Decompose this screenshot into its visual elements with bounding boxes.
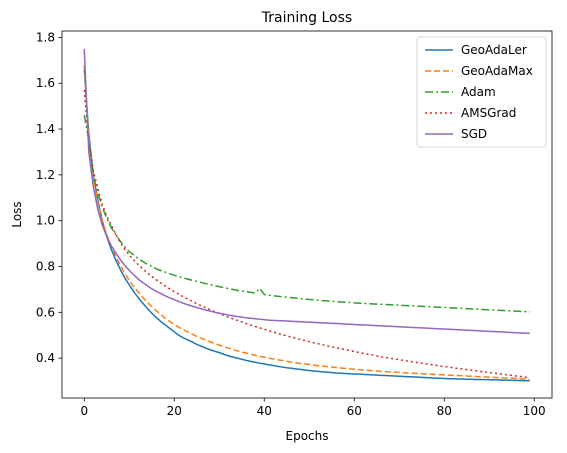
y-tick-label: 1.0 xyxy=(36,214,55,228)
y-axis-ticks: 0.4 0.6 0.8 1.0 1.2 1.4 1.6 1.8 xyxy=(36,30,62,365)
series-layer xyxy=(83,48,530,382)
y-tick-label: 1.8 xyxy=(36,30,55,44)
x-tick-label: 20 xyxy=(167,404,182,418)
series-line-amsgrad xyxy=(83,90,530,379)
series-line-geoadamax xyxy=(83,64,530,380)
legend-label-geoadaler: GeoAdaLer xyxy=(461,43,527,57)
legend-label-adam: Adam xyxy=(461,85,496,99)
x-tick-label: 80 xyxy=(437,404,452,418)
legend-label-amsgrad: AMSGrad xyxy=(461,106,516,120)
legend-label-sgd: SGD xyxy=(461,127,487,141)
y-tick-label: 0.6 xyxy=(36,305,55,319)
legend-box xyxy=(416,36,547,148)
series-line-adam xyxy=(83,115,530,313)
legend-label-geoadamax: GeoAdaMax xyxy=(461,64,533,78)
y-tick-label: 0.8 xyxy=(36,260,55,274)
y-tick-label: 1.4 xyxy=(36,122,55,136)
x-tick-label: 100 xyxy=(523,404,546,418)
chart-title: Training Loss xyxy=(261,10,352,26)
series-line-geoadaler xyxy=(83,69,530,382)
y-axis-label: Loss xyxy=(10,201,24,227)
legend: GeoAdaLer GeoAdaMax Adam AMSGrad SGD xyxy=(416,36,547,148)
y-tick-label: 1.2 xyxy=(36,168,55,182)
x-axis-label: Epochs xyxy=(286,429,329,443)
plot-frame xyxy=(61,30,553,399)
y-tick-label: 1.6 xyxy=(36,76,55,90)
x-tick-label: 0 xyxy=(80,404,88,418)
series-line-sgd xyxy=(83,48,530,335)
y-tick-label: 0.4 xyxy=(36,351,55,365)
x-tick-label: 60 xyxy=(347,404,362,418)
x-tick-label: 40 xyxy=(257,404,272,418)
x-axis-ticks: 0 20 40 60 80 100 xyxy=(80,398,546,418)
